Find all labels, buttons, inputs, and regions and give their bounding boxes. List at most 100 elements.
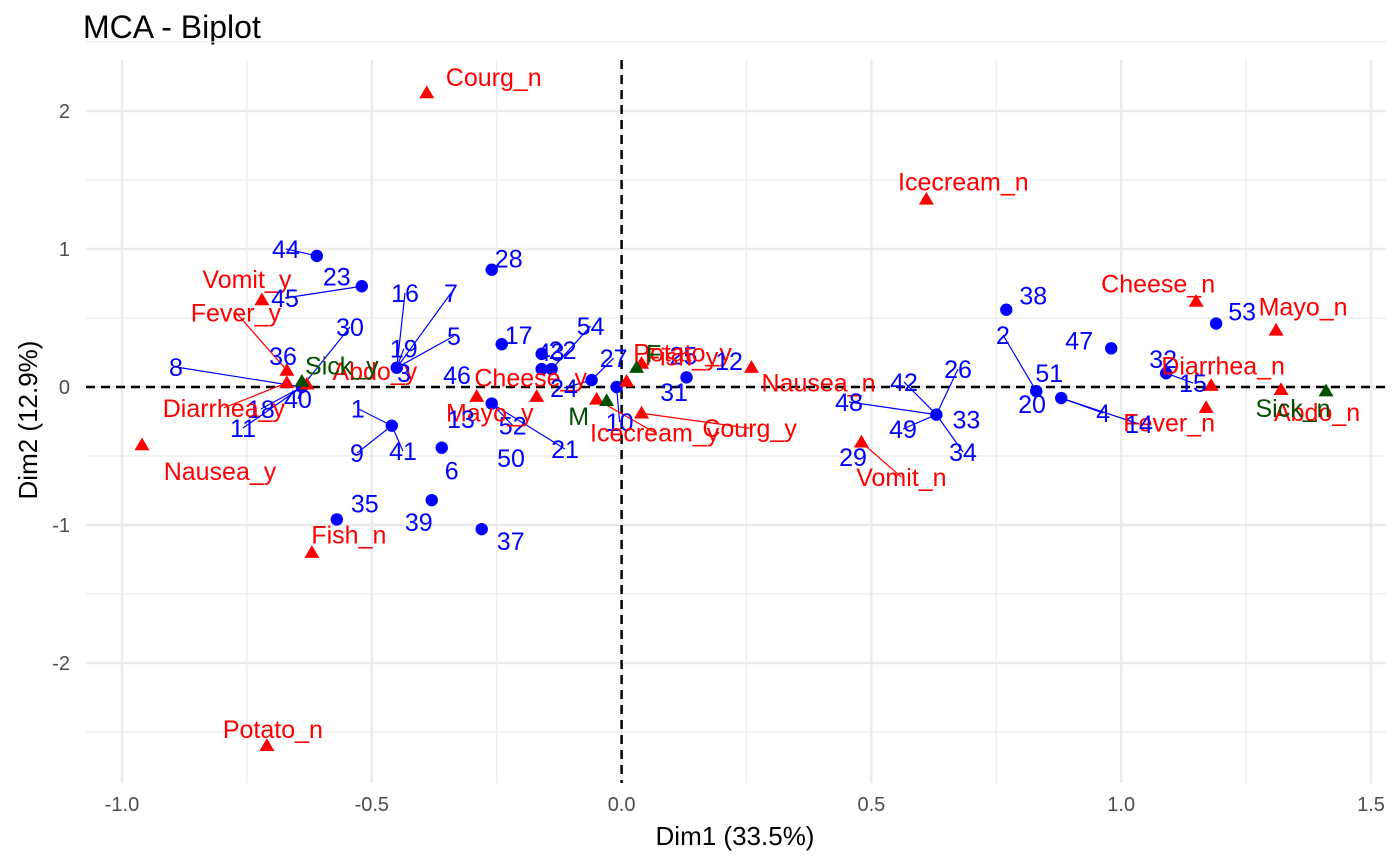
individual-point (1159, 367, 1173, 380)
x-tick-label: 0.0 (608, 794, 636, 816)
point-label: 43 (537, 339, 565, 367)
variable-category-point (259, 738, 275, 752)
label-connector (175, 366, 302, 388)
point-label: 13 (447, 406, 475, 434)
point-label: 28 (495, 246, 523, 274)
y-tick-label: 2 (59, 101, 70, 123)
point-label: Sick_y (305, 352, 379, 380)
point-label: Mayo_n (1259, 293, 1348, 321)
point-label: 41 (389, 438, 417, 466)
point-label: Diarrhea_n (1161, 353, 1285, 381)
point-label: Potato_y (633, 339, 732, 367)
label-connector (551, 325, 592, 370)
variable-category-point (254, 292, 270, 306)
point-label: 9 (350, 440, 364, 468)
point-label: Abdo_y (332, 358, 417, 386)
y-tick-label: 0 (59, 377, 70, 399)
point-label: Fever_y (191, 299, 282, 327)
x-tick-label: 0.5 (857, 794, 885, 816)
label-connector (396, 292, 406, 368)
point-label: Vomit_y (202, 266, 291, 294)
point-label: 15 (1179, 370, 1207, 398)
x-tick-label: -1.0 (105, 794, 139, 816)
point-label: 30 (336, 314, 364, 342)
point-label: 44 (272, 236, 300, 264)
point-label: 40 (284, 386, 312, 414)
label-connector (260, 386, 303, 410)
point-label: 29 (839, 444, 867, 472)
label-connector (861, 441, 902, 478)
variable-category-point (589, 391, 605, 405)
point-label: 14 (1125, 411, 1153, 439)
point-label: 6 (445, 458, 459, 486)
y-tick-label: 1 (59, 239, 70, 261)
label-connector (903, 381, 937, 416)
variable-category-point (1198, 400, 1214, 413)
variable-category-point (1273, 382, 1289, 396)
x-tick-label: 1.5 (1357, 794, 1385, 816)
point-label: Diarrhea_y (163, 395, 286, 423)
individual-point (485, 263, 498, 276)
individual-point (1030, 384, 1043, 398)
point-label: 8 (169, 354, 183, 382)
point-label: Fish_n (311, 522, 386, 550)
x-tick-label: 1.0 (1107, 794, 1135, 816)
point-label: Cheese_y (474, 365, 587, 393)
point-label: 32 (1149, 346, 1177, 374)
point-label: F (646, 341, 661, 369)
point-label: 16 (391, 280, 419, 308)
label-connector (935, 368, 959, 415)
point-label: 5 (447, 323, 461, 351)
variable-category-point (469, 389, 485, 402)
point-label: 48 (835, 389, 863, 417)
point-label: 36 (269, 343, 297, 371)
point-label: 10 (606, 409, 634, 437)
individual-point (1000, 303, 1013, 316)
individual-point (385, 419, 398, 432)
point-label: 35 (351, 490, 379, 518)
point-label: 19 (390, 336, 418, 364)
label-connectors (175, 248, 1194, 478)
label-connector (356, 425, 393, 454)
point-label: Nausea_y (164, 458, 277, 486)
point-label: Icecream_n (898, 168, 1029, 196)
point-label: Vomit_n (856, 464, 946, 492)
variable-category-point (419, 85, 435, 99)
label-connector (491, 403, 566, 450)
supplementary-point (1318, 383, 1334, 397)
point-label: 42 (890, 369, 918, 397)
point-label: 47 (1065, 327, 1093, 355)
individual-point (330, 513, 344, 526)
point-label: Cheese_n (1101, 270, 1215, 298)
x-axis-title: Dim1 (33.5%) (656, 821, 815, 851)
individual-point (585, 373, 598, 387)
point-label: Courg_y (702, 415, 797, 443)
point-label: Sick_n (1256, 395, 1331, 423)
individual-point (355, 280, 369, 293)
point-label: 27 (600, 345, 628, 373)
label-connector (396, 335, 455, 369)
point-label: Mayo_y (446, 400, 534, 428)
variable-category-point (134, 437, 150, 451)
individual-point (535, 362, 548, 376)
individual-point (485, 397, 498, 410)
point-label: 38 (1019, 283, 1047, 311)
label-connector (396, 292, 452, 369)
x-tick-label: -0.5 (355, 794, 389, 816)
point-label: 31 (660, 379, 688, 407)
supplementary-point (294, 373, 310, 387)
point-label: Potato_n (223, 716, 323, 744)
point-label: 17 (505, 322, 533, 350)
label-connector (935, 414, 964, 453)
individual-point (475, 522, 488, 536)
point-label: 23 (323, 263, 351, 291)
label-connector (1002, 334, 1037, 392)
point-label: 1 (351, 396, 365, 424)
point-label: 21 (551, 436, 579, 464)
supplementary-point (629, 360, 645, 373)
label-connector (284, 285, 362, 299)
chart-title: MCA - Biplot (83, 9, 261, 45)
point-label: 24 (550, 375, 578, 403)
